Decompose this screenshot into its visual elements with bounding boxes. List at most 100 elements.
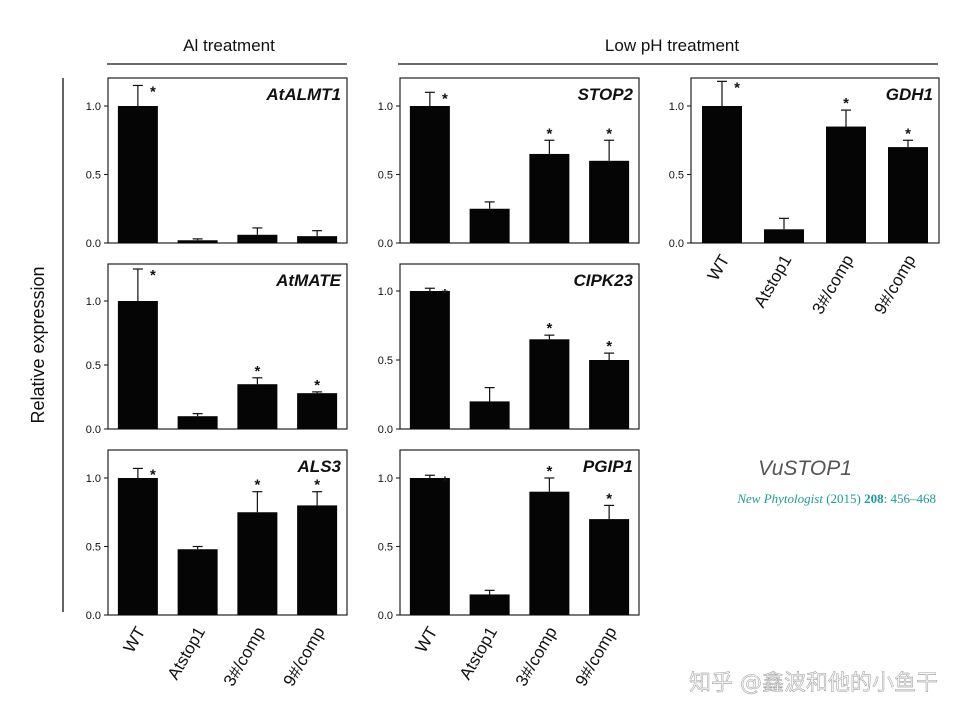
figure-title: VuSTOP1 — [758, 457, 852, 480]
citation-pages: : 456–468 — [884, 491, 936, 506]
bar-atalmt1-wt — [117, 106, 158, 243]
sig-star-gdh1-3-comp: * — [843, 95, 849, 112]
bar-pgip1-9-comp — [589, 519, 630, 615]
bar-als3-3-comp — [237, 512, 278, 615]
sig-star-als3-wt: * — [150, 466, 156, 483]
panel-frame-pgip1 — [399, 449, 640, 616]
ytick-label-atmate-1: 0.5 — [86, 360, 101, 372]
bar-gdh1-wt — [702, 106, 742, 243]
bar-stop2-9-comp — [589, 160, 630, 243]
xtick-label-al-9-comp: 9#/comp — [280, 624, 329, 690]
sig-star-pgip1-wt: * — [442, 473, 448, 490]
ytick-label-atalmt1-2: 1.0 — [86, 101, 101, 113]
ytick-label-pgip1-1: 0.5 — [378, 542, 393, 554]
sig-star-gdh1-9-comp: * — [905, 125, 911, 142]
bar-cipk23-9-comp — [589, 360, 630, 429]
y-axis-label: Relative expression — [28, 266, 48, 423]
sig-star-atmate-wt: * — [150, 267, 156, 284]
bar-gdh1-9-comp — [888, 147, 928, 243]
ytick-label-atalmt1-0: 0.0 — [86, 238, 101, 250]
panel-gdh1: 0.0 0.5 1.0 * * * GDH1 — [669, 77, 940, 250]
bar-stop2-wt — [409, 106, 450, 243]
ytick-label-als3-0: 0.0 — [86, 610, 101, 622]
sig-star-cipk23-3-comp: * — [546, 320, 552, 337]
xtick-label-lowph-right-3-comp: 3#/comp — [808, 252, 857, 318]
panel-frame-gdh1 — [690, 77, 940, 244]
bar-cipk23-wt — [409, 291, 450, 429]
bar-atmate-atstop1 — [177, 416, 218, 429]
xtick-label-lowph-right-atstop1: Atstop1 — [750, 252, 795, 311]
bar-als3-atstop1 — [177, 549, 218, 615]
ytick-label-gdh1-2: 1.0 — [669, 101, 684, 113]
ytick-label-cipk23-0: 0.0 — [378, 424, 393, 436]
xtick-label-lowph-left-wt: WT — [412, 624, 442, 656]
bar-gdh1-3-comp — [826, 126, 866, 243]
citation: New Phytologist (2015) 208: 456–468 — [736, 491, 936, 506]
sig-star-atalmt1-wt: * — [150, 83, 156, 100]
lowph-treatment-header: Low pH treatment — [605, 36, 739, 55]
ytick-label-atmate-0: 0.0 — [86, 424, 101, 436]
watermark-text: 知乎 @鑫波和他的小鱼干 — [689, 671, 938, 696]
xtick-label-lowph-left-9-comp: 9#/comp — [572, 624, 621, 690]
panel-atalmt1: 0.0 0.5 1.0 * AtALMT1 — [86, 77, 348, 250]
ytick-label-gdh1-1: 0.5 — [669, 170, 684, 182]
panel-cipk23: 0.0 0.5 1.0 * * * CIPK23 — [378, 263, 640, 436]
bar-pgip1-wt — [409, 478, 450, 615]
citation-volume: 208 — [864, 491, 884, 506]
sig-star-stop2-wt: * — [442, 90, 448, 107]
ytick-label-atmate-2: 1.0 — [86, 296, 101, 308]
sig-star-atmate-9-comp: * — [314, 377, 320, 394]
ytick-label-als3-1: 0.5 — [86, 542, 101, 554]
bar-atmate-9-comp — [297, 393, 338, 429]
xtick-label-al-3-comp: 3#/comp — [220, 624, 269, 690]
ytick-label-cipk23-1: 0.5 — [378, 355, 393, 367]
panel-frame-atalmt1 — [107, 77, 348, 244]
gene-label-atmate: AtMATE — [275, 271, 341, 290]
panel-pgip1: 0.0 0.5 1.0 * * * PGIP1 — [378, 449, 640, 622]
panel-frame-als3 — [107, 449, 348, 616]
ytick-label-stop2-1: 0.5 — [378, 170, 393, 182]
gene-label-pgip1: PGIP1 — [583, 457, 633, 476]
xtick-label-lowph-left-atstop1: Atstop1 — [456, 624, 501, 683]
panel-stop2: 0.0 0.5 1.0 * * * STOP2 — [378, 77, 640, 250]
panel-als3: 0.00.51.0 ** *ALS3 — [86, 449, 348, 622]
bar-atalmt1-atstop1 — [177, 240, 218, 243]
sig-star-als3-3-comp: * — [254, 477, 260, 494]
xtick-label-lowph-left-3-comp: 3#/comp — [512, 624, 561, 690]
panel-frame-atmate — [107, 263, 348, 430]
bar-als3-9-comp — [297, 505, 338, 615]
ytick-label-pgip1-2: 1.0 — [378, 473, 393, 485]
bar-pgip1-3-comp — [529, 491, 570, 615]
ytick-label-stop2-0: 0.0 — [378, 238, 393, 250]
bar-stop2-3-comp — [529, 153, 570, 243]
citation-year: (2015) — [826, 491, 861, 506]
sig-star-stop2-9-comp: * — [606, 125, 612, 142]
panel-atmate: 0.0 0.5 1.0 * * * AtMATE — [86, 263, 348, 436]
sig-star-cipk23-9-comp: * — [606, 338, 612, 355]
bar-pgip1-atstop1 — [469, 594, 510, 615]
xtick-label-lowph-right-wt: WT — [704, 252, 734, 284]
bar-stop2-atstop1 — [469, 208, 510, 243]
sig-star-cipk23-wt: * — [442, 286, 448, 303]
ytick-label-pgip1-0: 0.0 — [378, 610, 393, 622]
xtick-label-al-wt: WT — [120, 624, 150, 656]
bar-als3-wt — [117, 478, 158, 615]
bar-atalmt1-9-comp — [297, 236, 338, 243]
sig-star-stop2-3-comp: * — [546, 125, 552, 142]
gene-label-stop2: STOP2 — [578, 85, 634, 104]
bar-atmate-3-comp — [237, 384, 278, 429]
sig-star-pgip1-3-comp: * — [546, 463, 552, 480]
gene-label-atalmt1: AtALMT1 — [265, 85, 341, 104]
ytick-label-cipk23-2: 1.0 — [378, 286, 393, 298]
gene-label-cipk23: CIPK23 — [573, 271, 633, 290]
panel-frame-stop2 — [399, 77, 640, 244]
bar-cipk23-3-comp — [529, 339, 570, 429]
chart-panels: 0.00.51.0* AtALMT10.00.51.0***AtMATE0.00.… — [86, 77, 940, 622]
sig-star-gdh1-wt: * — [734, 79, 740, 96]
al-treatment-header: Al treatment — [183, 36, 275, 55]
gene-label-als3: ALS3 — [297, 457, 342, 476]
bar-atalmt1-3-comp — [237, 234, 278, 243]
ytick-label-atalmt1-1: 0.5 — [86, 170, 101, 182]
sig-star-pgip1-9-comp: * — [606, 490, 612, 507]
